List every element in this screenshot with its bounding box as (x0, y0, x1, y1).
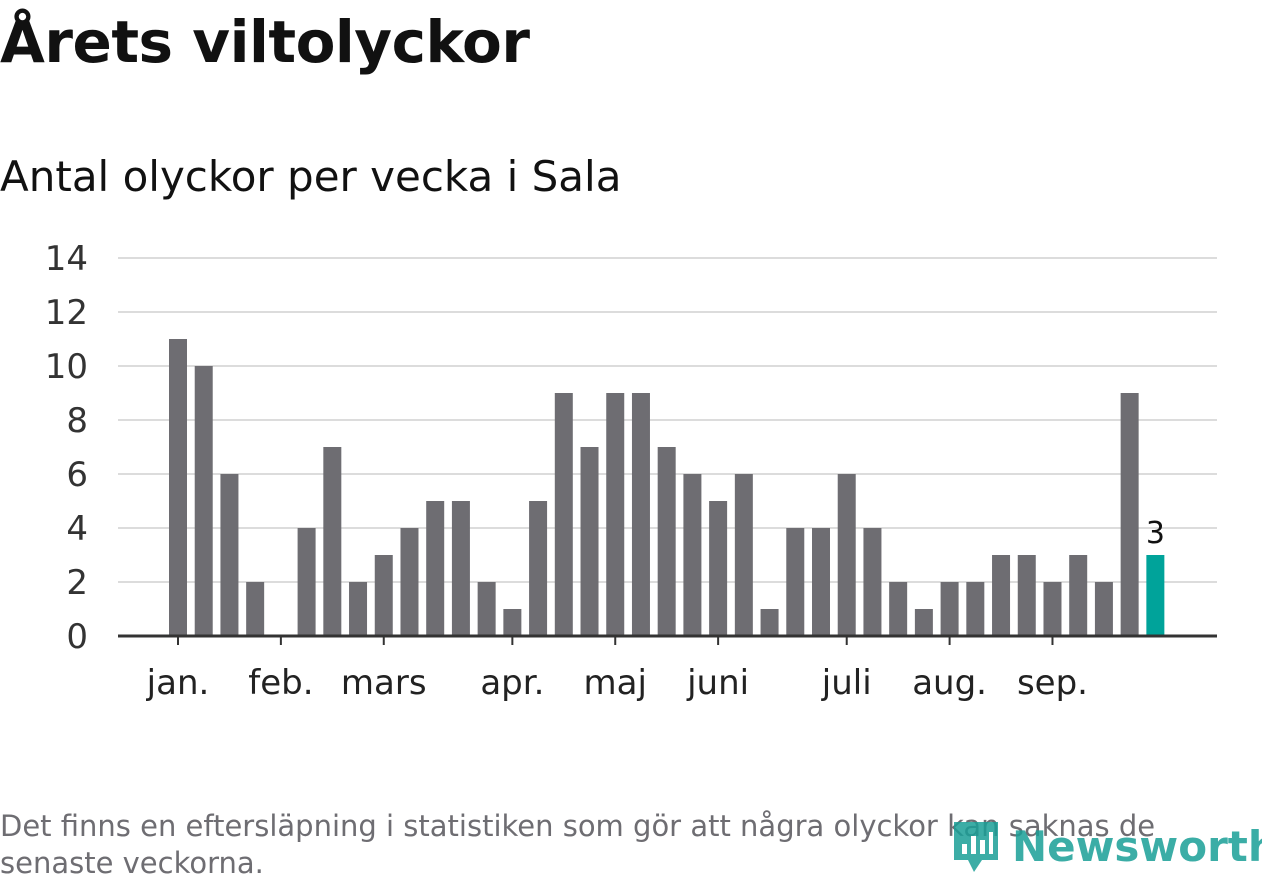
bar (1017, 555, 1036, 636)
bar (683, 474, 702, 636)
bar (734, 474, 753, 636)
bar (786, 528, 805, 636)
bar (580, 447, 599, 636)
newsworthy-logo-icon (954, 822, 998, 872)
bar (631, 393, 650, 636)
bar (812, 528, 830, 636)
bar (992, 555, 1011, 636)
y-tick-label: 6 (66, 455, 88, 495)
bar (940, 582, 959, 636)
bar (169, 339, 187, 636)
bar (323, 447, 342, 636)
x-tick-label: mars (341, 663, 427, 703)
bar (297, 528, 316, 636)
bar (889, 582, 908, 636)
y-tick-label: 2 (66, 563, 88, 603)
bar (246, 582, 265, 636)
bar (914, 609, 933, 636)
bar (966, 582, 985, 636)
bar (1043, 582, 1062, 636)
bar (349, 582, 368, 636)
bar (220, 474, 239, 636)
x-tick-label: apr. (480, 663, 544, 703)
y-tick-label: 14 (45, 239, 88, 279)
bar (1120, 393, 1139, 636)
bar (400, 528, 419, 636)
bar (657, 447, 676, 636)
x-tick-label: sep. (1017, 663, 1088, 703)
newsworthy-logo-text: Newsworthy (1012, 821, 1262, 871)
bar-chart: 0 2 4 6 8 10 12 14 3 jan. feb. mars apr. maj juni juli a… (45, 239, 1217, 703)
bar (863, 528, 882, 636)
bar (554, 393, 573, 636)
y-tick-label: 0 (66, 617, 88, 657)
bar (503, 609, 522, 636)
y-tick-label: 4 (66, 509, 88, 549)
bar (837, 474, 856, 636)
x-tick-label: aug. (912, 663, 987, 703)
bar (709, 501, 728, 636)
bar (1069, 555, 1088, 636)
chart-subtitle: Antal olyckor per vecka i Sala (0, 152, 622, 201)
bar-highlight (1146, 555, 1165, 636)
bar (529, 501, 548, 636)
bar (426, 501, 445, 636)
x-tick-label: juni (686, 663, 749, 703)
bar (760, 609, 779, 636)
x-tick-label: feb. (248, 663, 313, 703)
y-tick-label: 10 (45, 347, 88, 387)
x-tick-label: jan. (146, 663, 210, 703)
data-label: 3 (1146, 516, 1165, 551)
bar (606, 393, 625, 636)
newsworthy-logo: Newsworthy (950, 818, 1262, 874)
x-tick-label: juli (821, 663, 872, 703)
bar (374, 555, 393, 636)
bar (1094, 582, 1113, 636)
bar (451, 501, 470, 636)
chart-title: Årets viltolyckor (0, 8, 530, 76)
y-tick-label: 8 (66, 401, 88, 441)
bar (194, 366, 213, 636)
y-tick-label: 12 (45, 293, 88, 333)
bar (477, 582, 496, 636)
x-tick-label: maj (584, 663, 647, 703)
